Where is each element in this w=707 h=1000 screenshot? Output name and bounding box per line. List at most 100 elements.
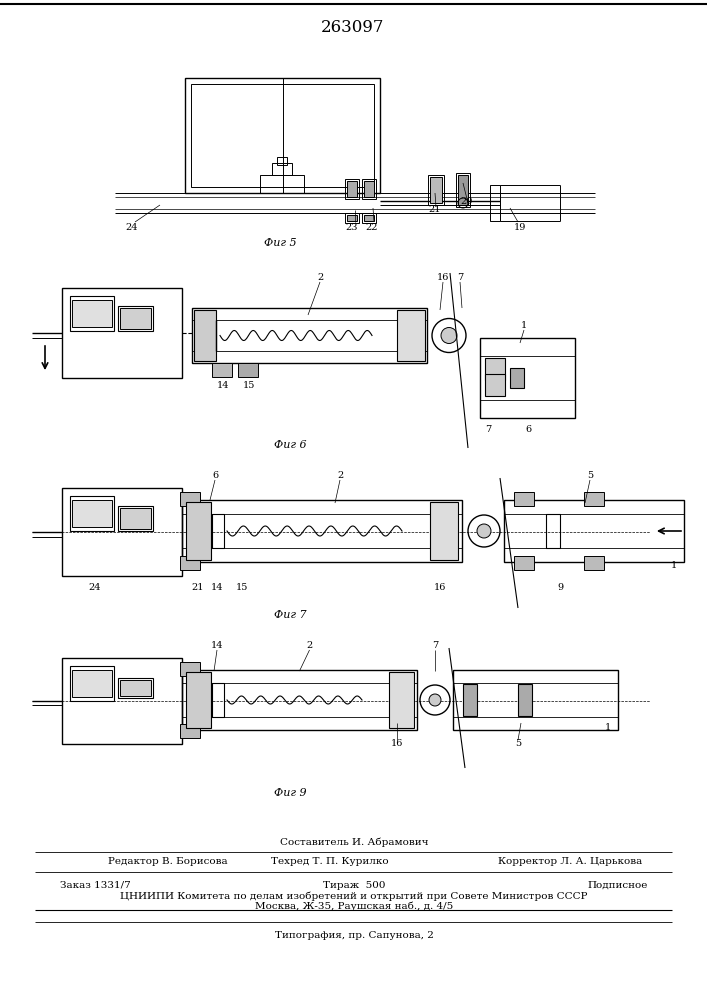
Bar [186,502,211,560]
Text: Заказ 1331/7: Заказ 1331/7 [60,880,131,890]
Bar [510,368,524,388]
Text: 6: 6 [212,472,218,481]
Text: Редактор В. Борисова: Редактор В. Борисова [108,857,228,866]
Bar [456,173,470,207]
Bar [362,213,376,223]
Text: Составитель И. Абрамович: Составитель И. Абрамович [280,837,428,847]
Bar [70,496,114,531]
Bar [180,662,200,676]
Text: 7: 7 [485,426,491,434]
Bar [72,670,112,697]
Bar [62,488,182,576]
Text: Подписное: Подписное [588,880,648,890]
Circle shape [429,694,441,706]
Text: Фиг 5: Фиг 5 [264,238,296,248]
Text: 22: 22 [366,224,378,232]
Bar [72,300,112,327]
Bar [186,672,211,728]
Bar [490,185,500,221]
Bar [430,177,442,203]
Text: 7: 7 [457,273,463,282]
Bar [212,363,232,377]
Bar [182,670,417,730]
Bar [458,175,468,205]
Bar [514,492,534,506]
Text: 263097: 263097 [321,19,385,36]
Text: 6: 6 [525,426,531,434]
Text: 1: 1 [605,724,611,732]
Text: ЦНИИПИ Комитета по делам изобретений и открытий при Совете Министров СССР: ЦНИИПИ Комитета по делам изобретений и о… [120,891,588,901]
Text: 7: 7 [432,642,438,650]
Bar [389,672,414,728]
Bar [62,658,182,744]
Bar [480,338,575,418]
Bar [347,181,357,197]
Bar [397,310,425,361]
Text: 16: 16 [391,740,403,748]
Bar [192,308,427,363]
Text: 14: 14 [211,642,223,650]
Bar [485,358,505,380]
Text: 2: 2 [306,642,312,650]
Bar [504,500,684,562]
Text: 24: 24 [89,584,101,592]
Bar [430,502,458,560]
Text: 24: 24 [126,224,139,232]
Text: 20: 20 [461,198,473,207]
Text: 23: 23 [346,224,358,232]
Text: 5: 5 [515,740,521,748]
Text: Фиг 6: Фиг 6 [274,440,306,450]
Bar [72,500,112,527]
Text: Тираж  500: Тираж 500 [323,880,385,890]
Text: 9: 9 [557,584,563,592]
Text: 14: 14 [211,584,223,592]
Bar [194,310,216,361]
Bar [584,492,604,506]
Text: 5: 5 [587,472,593,481]
Bar [238,363,258,377]
Bar [345,179,359,199]
Text: 15: 15 [243,380,255,389]
Bar [546,514,560,548]
Text: Фиг 7: Фиг 7 [274,610,306,620]
Bar [180,556,200,570]
Bar [428,175,444,205]
Bar [212,683,224,717]
Bar [463,684,477,716]
Bar [118,306,153,331]
Text: 1: 1 [671,562,677,570]
Bar [485,374,505,396]
Text: 21: 21 [192,584,204,592]
Bar [514,556,534,570]
Text: Москва, Ж-35, Раушская наб., д. 4/5: Москва, Ж-35, Раушская наб., д. 4/5 [255,901,453,911]
Text: 1: 1 [521,322,527,330]
Bar [180,724,200,738]
Text: 15: 15 [236,584,248,592]
Text: Фиг 9: Фиг 9 [274,788,306,798]
Bar [212,514,224,548]
Bar [185,78,380,193]
Circle shape [441,328,457,344]
Bar [362,179,376,199]
Bar [180,492,200,506]
Bar [364,181,374,197]
Bar [347,215,357,221]
Text: Типография, пр. Сапунова, 2: Типография, пр. Сапунова, 2 [274,932,433,940]
Bar [118,678,153,698]
Text: 16: 16 [434,584,446,592]
Text: 2: 2 [337,472,343,481]
Bar [345,213,359,223]
Bar [191,84,374,187]
Bar [272,163,292,175]
Bar [182,500,462,562]
Text: 2: 2 [317,273,323,282]
Text: 21: 21 [428,206,441,215]
Bar [120,308,151,329]
Text: 14: 14 [217,380,229,389]
Bar [277,157,287,165]
Bar [120,508,151,529]
Bar [70,666,114,701]
Text: Корректор Л. А. Царькова: Корректор Л. А. Царькова [498,857,642,866]
Bar [453,670,618,730]
Bar [62,288,182,378]
